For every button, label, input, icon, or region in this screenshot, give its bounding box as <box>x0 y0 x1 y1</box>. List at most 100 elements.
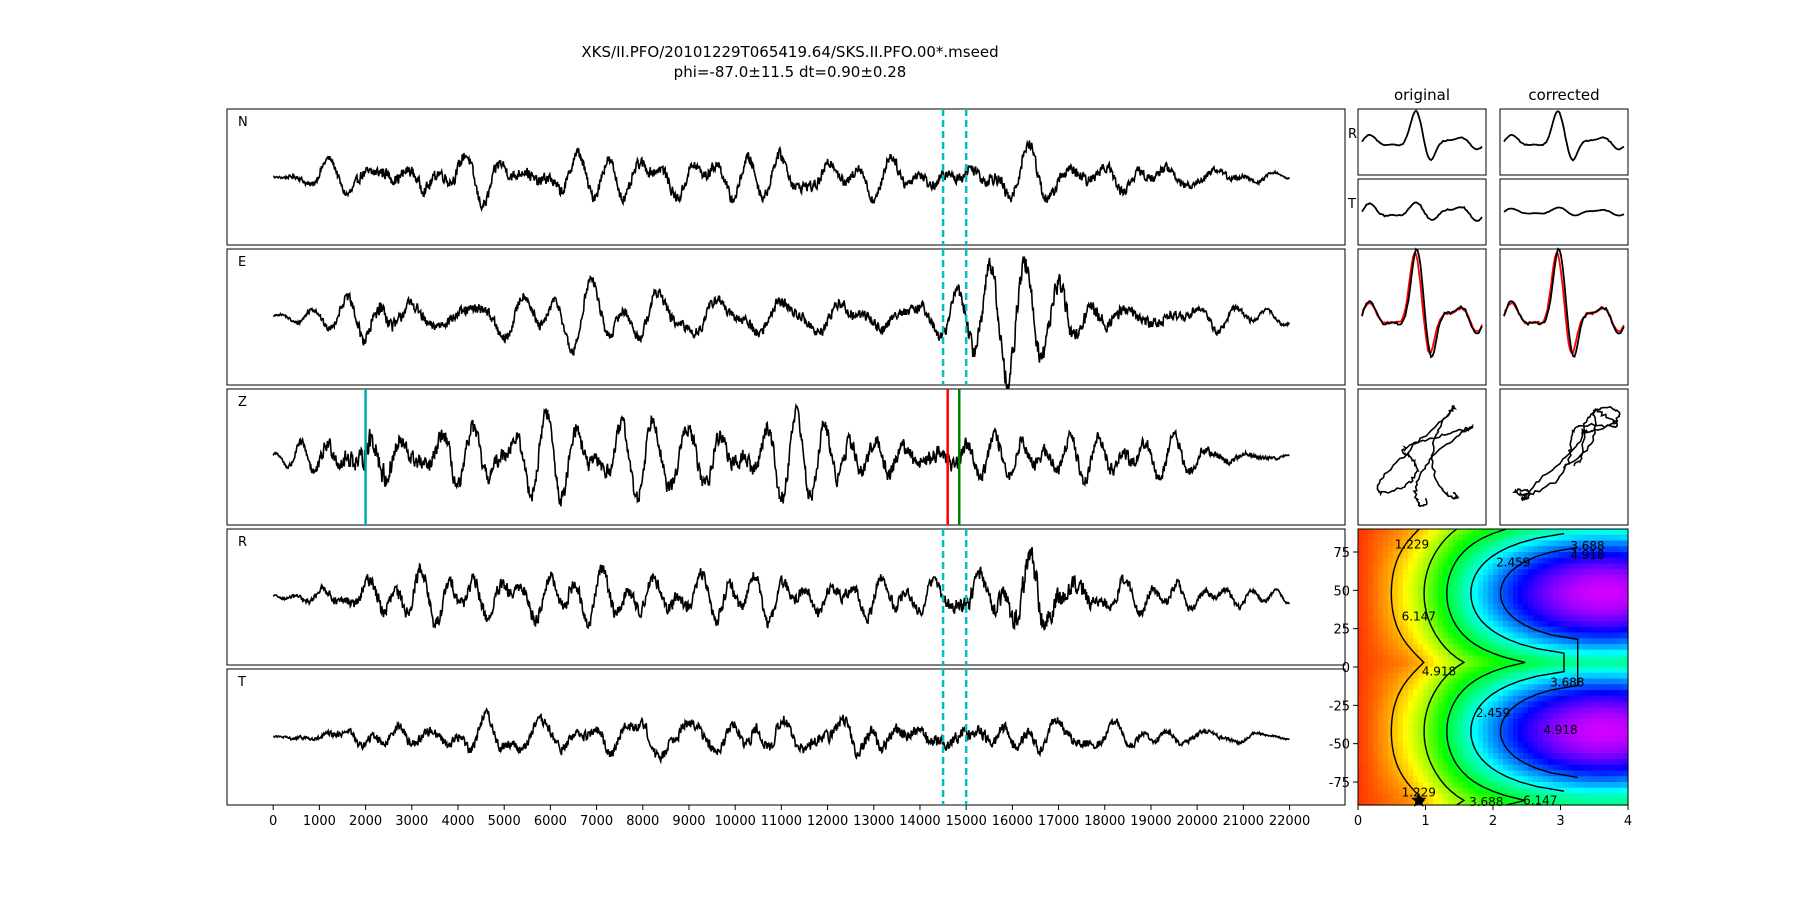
heat-cell <box>1368 724 1374 731</box>
heat-cell <box>1408 615 1414 622</box>
heat-cell <box>1553 575 1559 582</box>
heat-cell <box>1493 713 1499 720</box>
heat-cell <box>1413 534 1419 542</box>
heat-cell <box>1483 552 1489 559</box>
heat-cell <box>1563 713 1569 720</box>
heat-cell <box>1373 638 1379 645</box>
heat-cell <box>1578 741 1584 749</box>
heat-cell <box>1463 707 1469 714</box>
heat-cell <box>1533 563 1539 570</box>
heat-cell <box>1483 770 1489 777</box>
heat-cell <box>1363 776 1369 783</box>
heat-cell <box>1583 586 1589 593</box>
heat-cell <box>1393 787 1399 795</box>
heat-cell <box>1613 707 1619 714</box>
heat-cell <box>1438 569 1444 576</box>
heat-cell <box>1573 615 1579 622</box>
heat-cell <box>1483 655 1489 662</box>
x-tick-label: 21000 <box>1223 814 1264 829</box>
heat-cell <box>1578 667 1584 674</box>
x-tick-label: 18000 <box>1084 814 1125 829</box>
heat-cell <box>1493 580 1499 588</box>
heat-cell <box>1498 793 1504 800</box>
heat-cell <box>1388 598 1394 605</box>
heat-cell <box>1518 724 1524 731</box>
heat-cell <box>1388 644 1394 651</box>
heat-cell <box>1483 661 1489 668</box>
heat-cell <box>1363 724 1369 731</box>
heat-cell <box>1358 661 1364 668</box>
heat-cell <box>1483 580 1489 588</box>
heat-cell <box>1478 626 1484 634</box>
heat-cell <box>1558 764 1564 772</box>
heat-cell <box>1543 701 1549 708</box>
heat-cell <box>1583 598 1589 605</box>
x-tick-label: 16000 <box>992 814 1033 829</box>
heat-cell <box>1463 649 1469 657</box>
heat-cell <box>1458 655 1464 662</box>
heat-cell <box>1388 615 1394 622</box>
heat-cell <box>1378 540 1384 547</box>
heat-cell <box>1388 759 1394 766</box>
heat-cell <box>1383 724 1389 731</box>
heat-cell <box>1478 707 1484 714</box>
heat-cell <box>1543 690 1549 697</box>
heat-cell <box>1388 787 1394 795</box>
heat-cell <box>1583 678 1589 685</box>
heat-cell <box>1548 678 1554 685</box>
heat-cell <box>1623 609 1629 616</box>
heat-cell <box>1393 626 1399 634</box>
heat-cell <box>1403 649 1409 657</box>
heat-cell <box>1488 770 1494 777</box>
heat-cell <box>1458 730 1464 737</box>
heat-cell <box>1368 609 1374 616</box>
heat-cell <box>1593 638 1599 645</box>
heat-cell <box>1553 557 1559 565</box>
heat-cell <box>1538 655 1544 662</box>
heat-cell <box>1448 753 1454 760</box>
heat-cell <box>1463 603 1469 611</box>
heat-cell <box>1513 747 1519 754</box>
heat-cell <box>1513 540 1519 547</box>
heat-cell <box>1498 753 1504 760</box>
heat-cell <box>1613 626 1619 634</box>
heat-cell <box>1413 759 1419 766</box>
heat-cell <box>1473 695 1479 703</box>
heat-cell <box>1563 603 1569 611</box>
heat-cell <box>1613 724 1619 731</box>
heat-cell <box>1483 684 1489 691</box>
heat-cell <box>1603 690 1609 697</box>
heat-cell <box>1618 552 1624 559</box>
heat-cell <box>1568 609 1574 616</box>
heat-cell <box>1463 701 1469 708</box>
heat-cell <box>1418 649 1424 657</box>
heat-cell <box>1368 540 1374 547</box>
heat-cell <box>1518 592 1524 599</box>
heat-cell <box>1398 776 1404 783</box>
heat-cell <box>1538 563 1544 570</box>
heat-cell <box>1583 603 1589 611</box>
heat-cell <box>1458 580 1464 588</box>
heat-cell <box>1533 667 1539 674</box>
heat-cell <box>1583 552 1589 559</box>
heat-cell <box>1528 563 1534 570</box>
heat-cell <box>1613 718 1619 726</box>
heat-cell <box>1583 609 1589 616</box>
heat-cell <box>1463 741 1469 749</box>
heat-cell <box>1603 552 1609 559</box>
panel-frame <box>226 528 1346 666</box>
heat-cell <box>1403 546 1409 553</box>
heat-cell <box>1388 776 1394 783</box>
heat-cell <box>1608 638 1614 645</box>
heat-cell <box>1453 552 1459 559</box>
heat-cell <box>1398 563 1404 570</box>
heat-cell <box>1453 563 1459 570</box>
heat-cell <box>1423 782 1429 789</box>
heat-cell <box>1518 563 1524 570</box>
heat-cell <box>1373 799 1379 806</box>
heat-cell <box>1373 552 1379 559</box>
heat-cell <box>1613 609 1619 616</box>
heat-cell <box>1383 529 1389 536</box>
heat-cell <box>1518 580 1524 588</box>
heat-cell <box>1623 747 1629 754</box>
